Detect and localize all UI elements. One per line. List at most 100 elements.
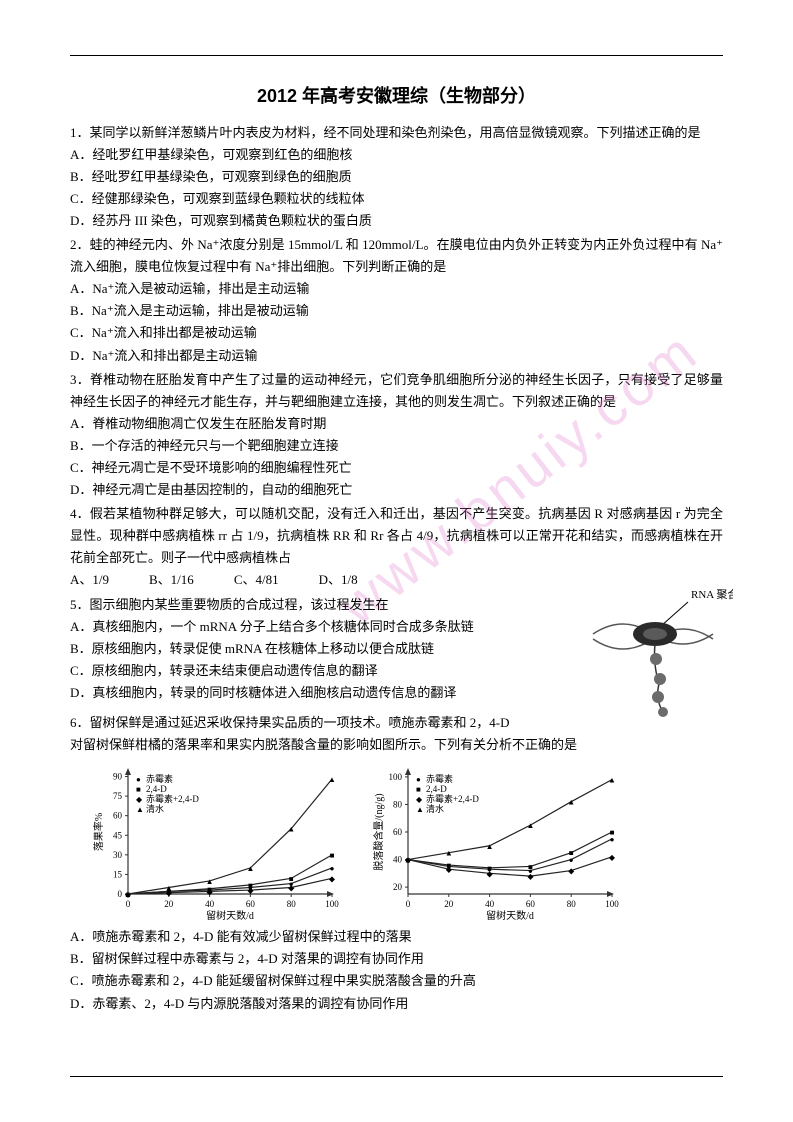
bottom-rule (70, 1076, 723, 1077)
q1-option-b: B．经吡罗红甲基绿染色，可观察到绿色的细胞质 (70, 166, 723, 188)
question-4: 4．假若某植物种群足够大，可以随机交配，没有迁入和迁出，基因不产生突变。抗病基因… (70, 503, 723, 591)
svg-text:▲: ▲ (206, 877, 214, 886)
svg-text:▲: ▲ (124, 890, 132, 899)
q6-option-a: A．喷施赤霉素和 2，4-D 能有效减少留树保鲜过程中的落果 (70, 926, 723, 948)
svg-text:■: ■ (136, 785, 141, 794)
svg-text:■: ■ (569, 849, 574, 858)
svg-text:2,4-D: 2,4-D (426, 784, 447, 794)
svg-text:75: 75 (113, 791, 123, 801)
svg-text:■: ■ (610, 828, 615, 837)
q2-option-b: B．Na⁺流入是主动运输，排出是被动运输 (70, 300, 723, 322)
svg-text:◆: ◆ (288, 884, 295, 893)
svg-text:60: 60 (393, 827, 403, 837)
svg-text:80: 80 (567, 899, 577, 909)
charts: 0204060801000153045607590留树天数/d落果率%●●●●●… (90, 762, 723, 922)
svg-text:■: ■ (330, 851, 335, 860)
svg-text:▲: ▲ (608, 776, 616, 785)
q4-option-c: C、4/81 (234, 569, 279, 591)
svg-text:●: ● (330, 864, 335, 873)
svg-text:0: 0 (406, 899, 411, 909)
q2-option-d: D．Na⁺流入和排出都是主动运输 (70, 345, 723, 367)
q5-option-b: B．原核细胞内，转录促使 mRNA 在核糖体上移动以便合成肽链 (70, 638, 540, 660)
question-3: 3．脊椎动物在胚胎发育中产生了过量的运动神经元，它们竞争肌细胞所分泌的神经生长因… (70, 369, 723, 502)
svg-text:◆: ◆ (329, 875, 336, 884)
q1-option-c: C．经健那绿染色，可观察到蓝绿色颗粒状的线粒体 (70, 188, 723, 210)
q5-option-a: A．真核细胞内，一个 mRNA 分子上结合多个核糖体同时合成多条肽链 (70, 616, 540, 638)
svg-text:▲: ▲ (165, 884, 173, 893)
svg-text:落果率%: 落果率% (92, 813, 105, 851)
chart-aba: 02040608010020406080100留树天数/d脱落酸含量/(ng/g… (370, 762, 620, 922)
svg-text:▲: ▲ (136, 805, 144, 814)
svg-text:100: 100 (389, 772, 403, 782)
question-2: 2．蛙的神经元内、外 Na⁺浓度分别是 15mmol/L 和 120mmol/L… (70, 234, 723, 367)
q6-option-d: D．赤霉素、2，4-D 与内源脱落酸对落果的调控有协同作用 (70, 993, 723, 1015)
svg-text:▲: ▲ (416, 805, 424, 814)
svg-text:■: ■ (528, 863, 533, 872)
svg-text:80: 80 (287, 899, 297, 909)
q3-option-a: A．脊椎动物细胞凋亡仅发生在胚胎发育时期 (70, 413, 723, 435)
svg-text:0: 0 (118, 889, 123, 899)
svg-text:◆: ◆ (487, 870, 494, 879)
q3-option-b: B．一个存活的神经元只与一个靶细胞建立连接 (70, 435, 723, 457)
svg-text:40: 40 (485, 899, 495, 909)
svg-text:▲: ▲ (526, 821, 534, 830)
svg-text:■: ■ (416, 785, 421, 794)
svg-text:◆: ◆ (207, 888, 214, 897)
svg-text:●: ● (416, 775, 421, 784)
svg-text:80: 80 (393, 800, 403, 810)
svg-text:●: ● (136, 775, 141, 784)
svg-text:■: ■ (289, 875, 294, 884)
svg-text:▲: ▲ (246, 864, 254, 873)
question-6: 6．留树保鲜是通过延迟采收保持果实品质的一项技术。喷施赤霉素和 2，4-D 对留… (70, 712, 723, 1015)
svg-text:20: 20 (164, 899, 174, 909)
question-1: 1．某同学以新鲜洋葱鳞片叶内表皮为材料，经不同处理和染色剂染色，用高倍显微镜观察… (70, 122, 723, 232)
svg-text:留树天数/d: 留树天数/d (206, 909, 254, 922)
q2-option-a: A．Na⁺流入是被动运输，排出是主动运输 (70, 278, 723, 300)
q4-option-d: D、1/8 (319, 569, 358, 591)
svg-text:30: 30 (113, 850, 123, 860)
svg-text:赤霉素: 赤霉素 (426, 773, 453, 784)
q3-stem: 3．脊椎动物在胚胎发育中产生了过量的运动神经元，它们竞争肌细胞所分泌的神经生长因… (70, 369, 723, 413)
q6-option-c: C．喷施赤霉素和 2，4-D 能延缓留树保鲜过程中果实脱落酸含量的升高 (70, 970, 723, 992)
q1-option-d: D．经苏丹 III 染色，可观察到橘黄色颗粒状的蛋白质 (70, 210, 723, 232)
q2-stem: 2．蛙的神经元内、外 Na⁺浓度分别是 15mmol/L 和 120mmol/L… (70, 234, 723, 278)
svg-text:赤霉素+2,4-D: 赤霉素+2,4-D (426, 793, 479, 804)
svg-text:60: 60 (526, 899, 536, 909)
svg-text:▲: ▲ (445, 849, 453, 858)
svg-text:100: 100 (605, 899, 619, 909)
svg-text:45: 45 (113, 830, 123, 840)
q4-option-b: B、1/16 (149, 569, 194, 591)
svg-text:▲: ▲ (567, 798, 575, 807)
svg-text:20: 20 (444, 899, 454, 909)
svg-text:15: 15 (113, 870, 123, 880)
svg-text:◆: ◆ (527, 872, 534, 881)
q6-stem-2: 对留树保鲜柑橘的落果率和果实内脱落酸含量的影响如图所示。下列有关分析不正确的是 (70, 734, 723, 756)
q6-option-b: B．留树保鲜过程中赤霉素与 2，4-D 对落果的调控有协同作用 (70, 948, 723, 970)
q4-stem: 4．假若某植物种群足够大，可以随机交配，没有迁入和迁出，基因不产生突变。抗病基因… (70, 503, 723, 569)
chart-fall-rate: 0204060801000153045607590留树天数/d落果率%●●●●●… (90, 762, 340, 922)
q4-option-a: A、1/9 (70, 569, 109, 591)
svg-text:60: 60 (246, 899, 256, 909)
svg-text:40: 40 (205, 899, 215, 909)
svg-text:90: 90 (113, 772, 123, 782)
q2-option-c: C．Na⁺流入和排出都是被动运输 (70, 322, 723, 344)
svg-text:赤霉素: 赤霉素 (146, 773, 173, 784)
svg-text:20: 20 (393, 882, 403, 892)
svg-text:◆: ◆ (568, 867, 575, 876)
question-5: 5．图示细胞内某些重要物质的合成过程，该过程发生在 A．真核细胞内，一个 mRN… (70, 594, 723, 704)
svg-text:◆: ◆ (136, 795, 143, 804)
svg-text:清水: 清水 (146, 803, 164, 814)
svg-text:◆: ◆ (416, 795, 423, 804)
svg-text:赤霉素+2,4-D: 赤霉素+2,4-D (146, 793, 199, 804)
svg-text:脱落酸含量/(ng/g): 脱落酸含量/(ng/g) (372, 794, 385, 871)
svg-text:▲: ▲ (328, 775, 336, 784)
svg-text:▲: ▲ (404, 856, 412, 865)
top-rule (70, 55, 723, 56)
q1-stem: 1．某同学以新鲜洋葱鳞片叶内表皮为材料，经不同处理和染色剂染色，用高倍显微镜观察… (70, 122, 723, 144)
rna-diagram: RNA 聚合酶 (583, 584, 733, 719)
q3-option-d: D．神经元凋亡是由基因控制的，自动的细胞死亡 (70, 479, 723, 501)
page-title: 2012 年高考安徽理综（生物部分） (70, 81, 723, 112)
svg-text:0: 0 (126, 899, 131, 909)
svg-text:▲: ▲ (287, 825, 295, 834)
rna-label: RNA 聚合酶 (691, 587, 733, 601)
